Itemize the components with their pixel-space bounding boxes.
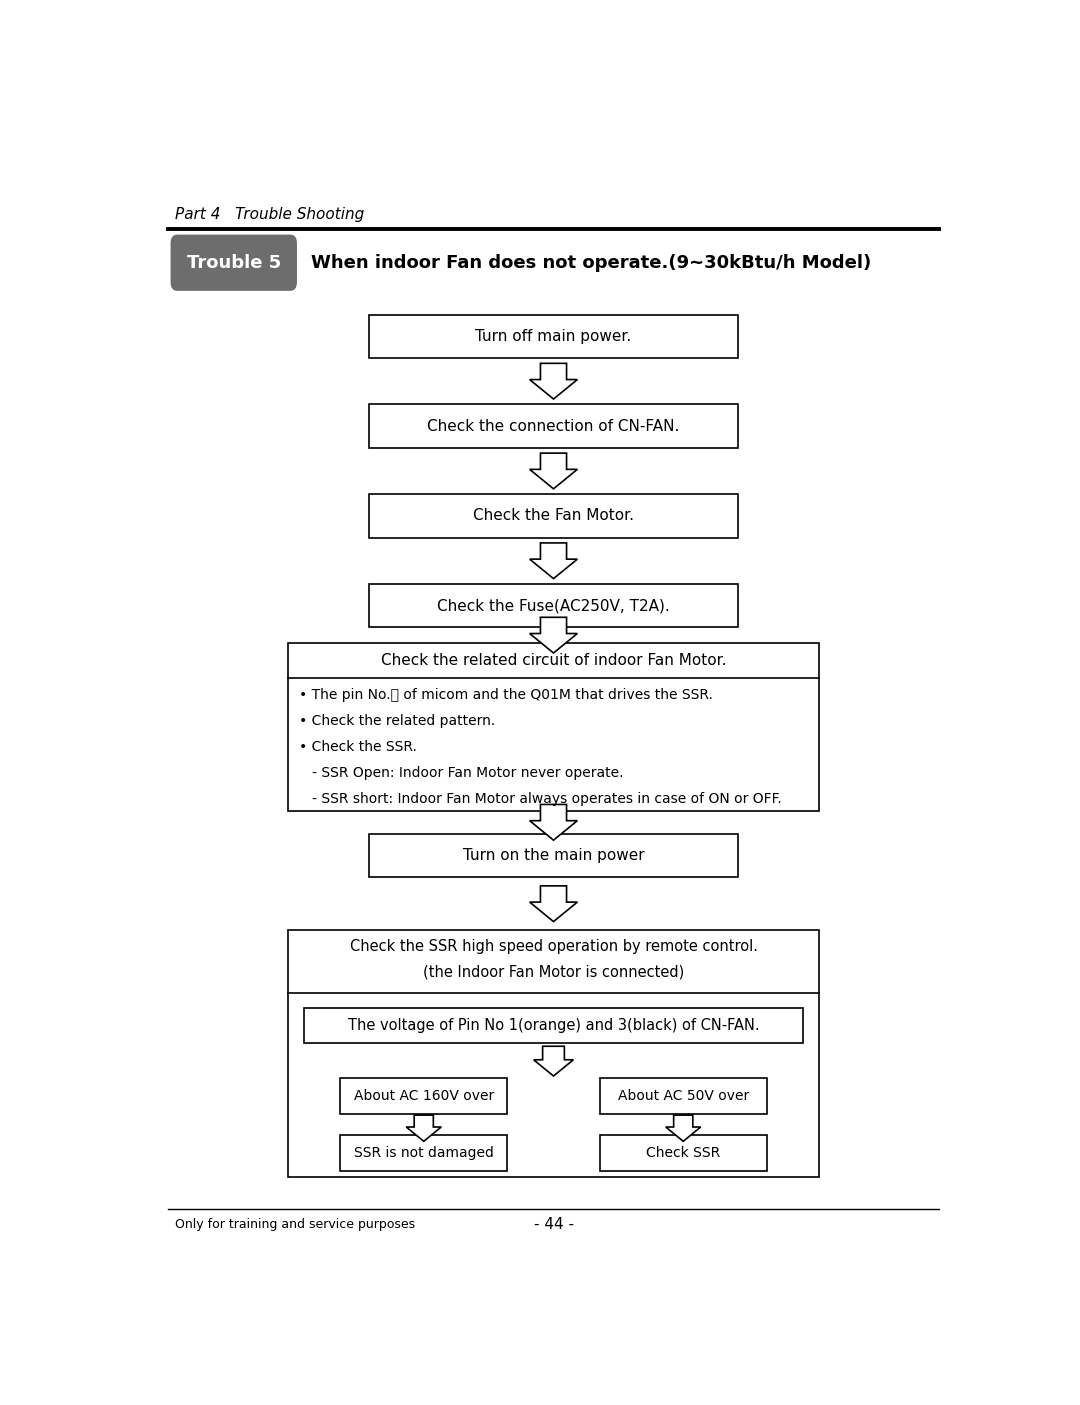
Text: • Check the related pattern.: • Check the related pattern. [299, 714, 495, 728]
Text: Only for training and service purposes: Only for training and service purposes [175, 1218, 416, 1231]
Text: Check SSR: Check SSR [646, 1146, 720, 1161]
FancyBboxPatch shape [287, 930, 820, 1177]
Text: - SSR Open: Indoor Fan Motor never operate.: - SSR Open: Indoor Fan Motor never opera… [299, 766, 623, 780]
Text: Trouble 5: Trouble 5 [187, 254, 281, 271]
FancyBboxPatch shape [599, 1135, 767, 1170]
FancyBboxPatch shape [340, 1135, 508, 1170]
Text: • Check the SSR.: • Check the SSR. [299, 740, 417, 754]
Text: About AC 50V over: About AC 50V over [618, 1089, 748, 1103]
FancyBboxPatch shape [369, 835, 738, 877]
FancyBboxPatch shape [369, 584, 738, 627]
Polygon shape [529, 364, 578, 399]
FancyBboxPatch shape [369, 405, 738, 448]
FancyBboxPatch shape [287, 643, 820, 811]
FancyBboxPatch shape [369, 495, 738, 538]
Polygon shape [529, 805, 578, 840]
Text: SSR is not damaged: SSR is not damaged [354, 1146, 494, 1161]
Polygon shape [529, 542, 578, 579]
Polygon shape [534, 1047, 573, 1076]
Polygon shape [529, 887, 578, 922]
Polygon shape [665, 1116, 701, 1141]
Polygon shape [406, 1116, 442, 1141]
FancyBboxPatch shape [599, 1078, 767, 1114]
Text: Check the connection of CN-FAN.: Check the connection of CN-FAN. [428, 419, 679, 434]
Polygon shape [529, 454, 578, 489]
Text: Turn on the main power: Turn on the main power [462, 849, 645, 863]
Text: - SSR short: Indoor Fan Motor always operates in case of ON or OFF.: - SSR short: Indoor Fan Motor always ope… [299, 792, 782, 806]
Text: - 44 -: - 44 - [534, 1217, 573, 1232]
Text: Check the Fuse(AC250V, T2A).: Check the Fuse(AC250V, T2A). [437, 599, 670, 613]
FancyBboxPatch shape [340, 1078, 508, 1114]
Text: Check the Fan Motor.: Check the Fan Motor. [473, 509, 634, 524]
Text: • The pin No.ⓚ of micom and the Q01M that drives the SSR.: • The pin No.ⓚ of micom and the Q01M tha… [299, 688, 713, 702]
Text: When indoor Fan does not operate.(9~30kBtu/h Model): When indoor Fan does not operate.(9~30kB… [311, 254, 872, 271]
Text: Check the related circuit of indoor Fan Motor.: Check the related circuit of indoor Fan … [381, 653, 726, 667]
Text: The voltage of Pin No 1(orange) and 3(black) of CN-FAN.: The voltage of Pin No 1(orange) and 3(bl… [348, 1019, 759, 1033]
Text: Part 4   Trouble Shooting: Part 4 Trouble Shooting [175, 207, 364, 222]
Text: Turn off main power.: Turn off main power. [475, 329, 632, 344]
Text: About AC 160V over: About AC 160V over [353, 1089, 494, 1103]
Polygon shape [529, 617, 578, 653]
FancyBboxPatch shape [369, 315, 738, 358]
Text: Check the SSR high speed operation by remote control.: Check the SSR high speed operation by re… [350, 939, 757, 954]
FancyBboxPatch shape [305, 1009, 802, 1043]
FancyBboxPatch shape [171, 235, 297, 291]
Text: (the Indoor Fan Motor is connected): (the Indoor Fan Motor is connected) [423, 965, 684, 979]
